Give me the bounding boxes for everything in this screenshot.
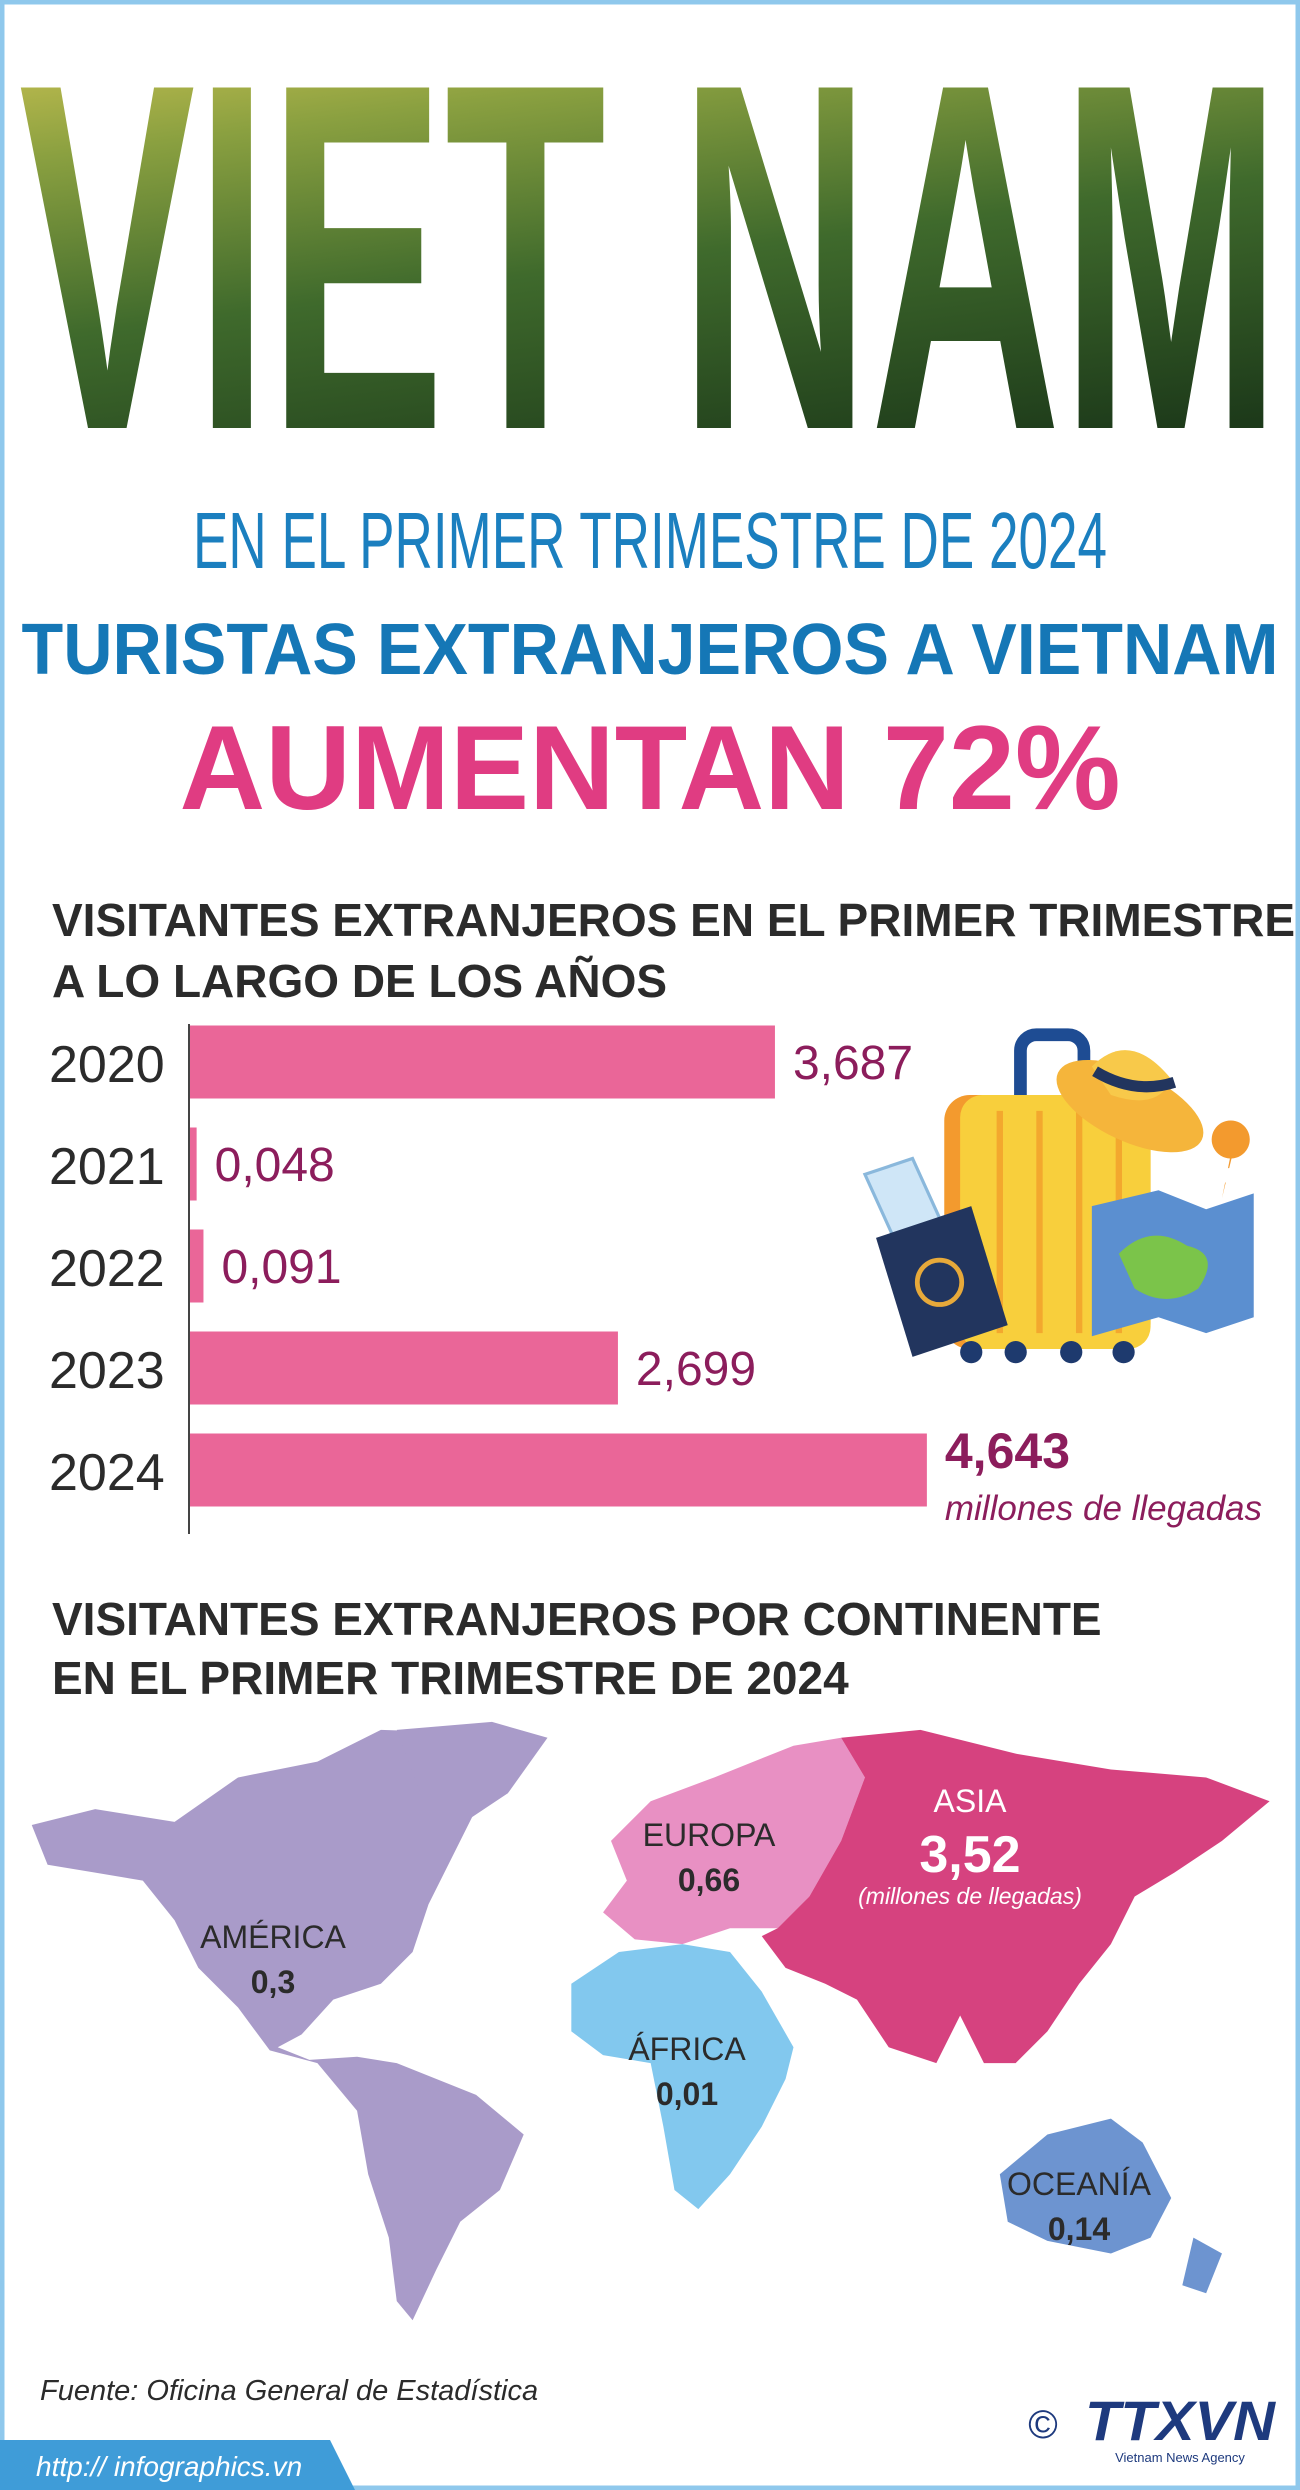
region-name: EUROPA — [643, 1817, 776, 1853]
region-value: 0,14 — [1048, 2211, 1110, 2247]
world-map — [31, 1721, 1270, 2321]
url-band — [0, 2440, 355, 2490]
annotation: millones de llegadas — [945, 1489, 1262, 1528]
region-name: AMÉRICA — [200, 1919, 346, 1955]
map-title: EN EL PRIMER TRIMESTRE DE 2024 — [52, 1652, 849, 1704]
map-labels: AMÉRICA 0,3 EUROPA 0,66 ASIA 3,52 (millo… — [200, 1783, 1152, 2247]
region-name: OCEANÍA — [1007, 2166, 1152, 2202]
y-tick-label: 2020 — [49, 1036, 165, 1094]
bar — [189, 1127, 197, 1201]
chart-title: VISITANTES EXTRANJEROS EN EL PRIMER TRIM… — [52, 894, 1295, 946]
title: TURISTAS EXTRANJEROS A VIETNAM — [22, 610, 1279, 690]
logo-word: VIET NAM — [19, 0, 1281, 533]
subtitle: EN EL PRIMER TRIMESTRE DE 2024 — [193, 496, 1107, 585]
value-label: 3,687 — [793, 1037, 913, 1090]
y-tick-label: 2024 — [49, 1444, 165, 1502]
bar — [189, 1331, 618, 1405]
asia-shape — [761, 1729, 1270, 2064]
value-label: 0,048 — [215, 1139, 335, 1192]
region-value: 0,66 — [678, 1862, 740, 1898]
region-value: 0,3 — [251, 1964, 295, 2000]
copyright: © — [1028, 2403, 1057, 2447]
url: http:// infographics.vn — [36, 2451, 302, 2482]
y-tick-label: 2023 — [49, 1342, 165, 1400]
europe-shape — [603, 1737, 865, 1945]
region-value: 0,01 — [656, 2076, 718, 2112]
map-title: VISITANTES EXTRANJEROS POR CONTINENTE — [52, 1593, 1102, 1645]
bar — [189, 1025, 775, 1099]
bar — [189, 1229, 204, 1303]
chart-title: A LO LARGO DE LOS AÑOS — [52, 955, 667, 1007]
value-label: 0,091 — [221, 1241, 341, 1294]
africa-shape — [571, 1944, 794, 2210]
agency-logo: TTXVN — [1085, 2389, 1277, 2452]
source: Fuente: Oficina General de Estadística — [40, 2375, 538, 2407]
value-label: 2,699 — [636, 1343, 756, 1396]
region-name: ÁFRICA — [628, 2031, 746, 2067]
agency-sub: Vietnam News Agency — [1115, 2450, 1245, 2465]
america-shape — [31, 1729, 524, 2321]
greenland-shape — [396, 1721, 548, 1826]
y-tick-label: 2021 — [49, 1138, 165, 1196]
value-label: 4,643 — [945, 1423, 1070, 1479]
travel-icon — [862, 1028, 1254, 1364]
region-note: (millones de llegadas) — [858, 1883, 1082, 1909]
bar-chart: 2020 3,687 2021 0,048 2022 0,091 2023 2,699 2024… — [49, 1024, 1262, 1534]
nz-shape — [1182, 2237, 1222, 2294]
region-name: ASIA — [934, 1783, 1008, 1819]
oceania-shape — [999, 2118, 1172, 2254]
y-tick-label: 2022 — [49, 1240, 165, 1298]
region-value: 3,52 — [919, 1826, 1020, 1884]
bar — [189, 1433, 927, 1507]
headline: AUMENTAN 72% — [180, 701, 1121, 835]
